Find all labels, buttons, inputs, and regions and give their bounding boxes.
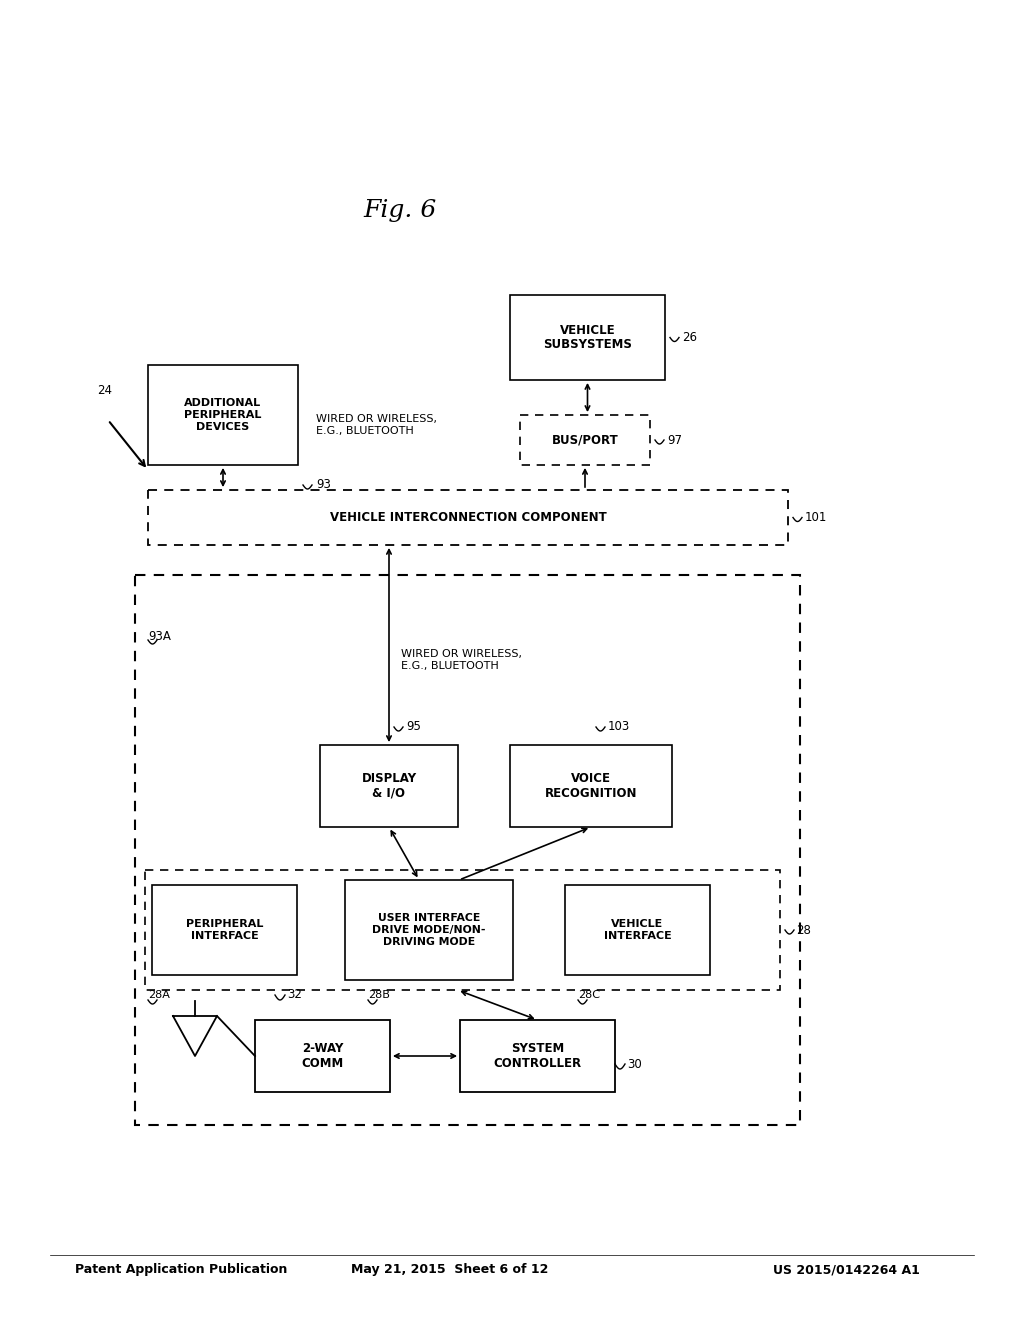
Bar xyxy=(510,294,665,380)
Text: Patent Application Publication: Patent Application Publication xyxy=(75,1263,288,1276)
Bar xyxy=(148,490,788,545)
Text: 24: 24 xyxy=(97,384,113,396)
Text: 30: 30 xyxy=(627,1057,642,1071)
Bar xyxy=(460,1020,615,1092)
Bar xyxy=(145,870,780,990)
Bar xyxy=(319,744,458,828)
Text: VEHICLE INTERCONNECTION COMPONENT: VEHICLE INTERCONNECTION COMPONENT xyxy=(330,511,606,524)
Text: ADDITIONAL
PERIPHERAL
DEVICES: ADDITIONAL PERIPHERAL DEVICES xyxy=(184,399,262,432)
Text: 32: 32 xyxy=(287,989,302,1002)
Text: SYSTEM
CONTROLLER: SYSTEM CONTROLLER xyxy=(494,1041,582,1071)
Text: 93A: 93A xyxy=(148,630,171,643)
Text: USER INTERFACE
DRIVE MODE/NON-
DRIVING MODE: USER INTERFACE DRIVE MODE/NON- DRIVING M… xyxy=(373,913,485,946)
Text: 95: 95 xyxy=(406,721,421,734)
Text: May 21, 2015  Sheet 6 of 12: May 21, 2015 Sheet 6 of 12 xyxy=(351,1263,549,1276)
Text: 97: 97 xyxy=(667,433,682,446)
Text: 28C: 28C xyxy=(578,990,600,1001)
Text: US 2015/0142264 A1: US 2015/0142264 A1 xyxy=(773,1263,920,1276)
Bar xyxy=(510,744,672,828)
Text: BUS/PORT: BUS/PORT xyxy=(552,433,618,446)
Text: PERIPHERAL
INTERFACE: PERIPHERAL INTERFACE xyxy=(185,919,263,941)
Text: 2-WAY
COMM: 2-WAY COMM xyxy=(301,1041,344,1071)
Bar xyxy=(255,1020,390,1092)
Text: 103: 103 xyxy=(608,721,630,734)
Bar xyxy=(520,414,650,465)
Text: VEHICLE
SUBSYSTEMS: VEHICLE SUBSYSTEMS xyxy=(543,323,632,351)
Bar xyxy=(135,576,800,1125)
Bar xyxy=(152,884,297,975)
Bar xyxy=(345,880,513,979)
Text: DISPLAY
& I/O: DISPLAY & I/O xyxy=(361,772,417,800)
Text: 28: 28 xyxy=(796,924,811,936)
Text: 28B: 28B xyxy=(368,990,390,1001)
Text: VOICE
RECOGNITION: VOICE RECOGNITION xyxy=(545,772,637,800)
Text: 93: 93 xyxy=(316,479,331,491)
Text: WIRED OR WIRELESS,
E.G., BLUETOOTH: WIRED OR WIRELESS, E.G., BLUETOOTH xyxy=(401,649,522,671)
Text: VEHICLE
INTERFACE: VEHICLE INTERFACE xyxy=(603,919,672,941)
Text: 101: 101 xyxy=(805,511,827,524)
Text: 28A: 28A xyxy=(148,990,170,1001)
Text: WIRED OR WIRELESS,
E.G., BLUETOOTH: WIRED OR WIRELESS, E.G., BLUETOOTH xyxy=(316,414,437,436)
Text: Fig. 6: Fig. 6 xyxy=(364,198,436,222)
Bar xyxy=(148,366,298,465)
Text: 26: 26 xyxy=(682,331,697,345)
Bar xyxy=(565,884,710,975)
